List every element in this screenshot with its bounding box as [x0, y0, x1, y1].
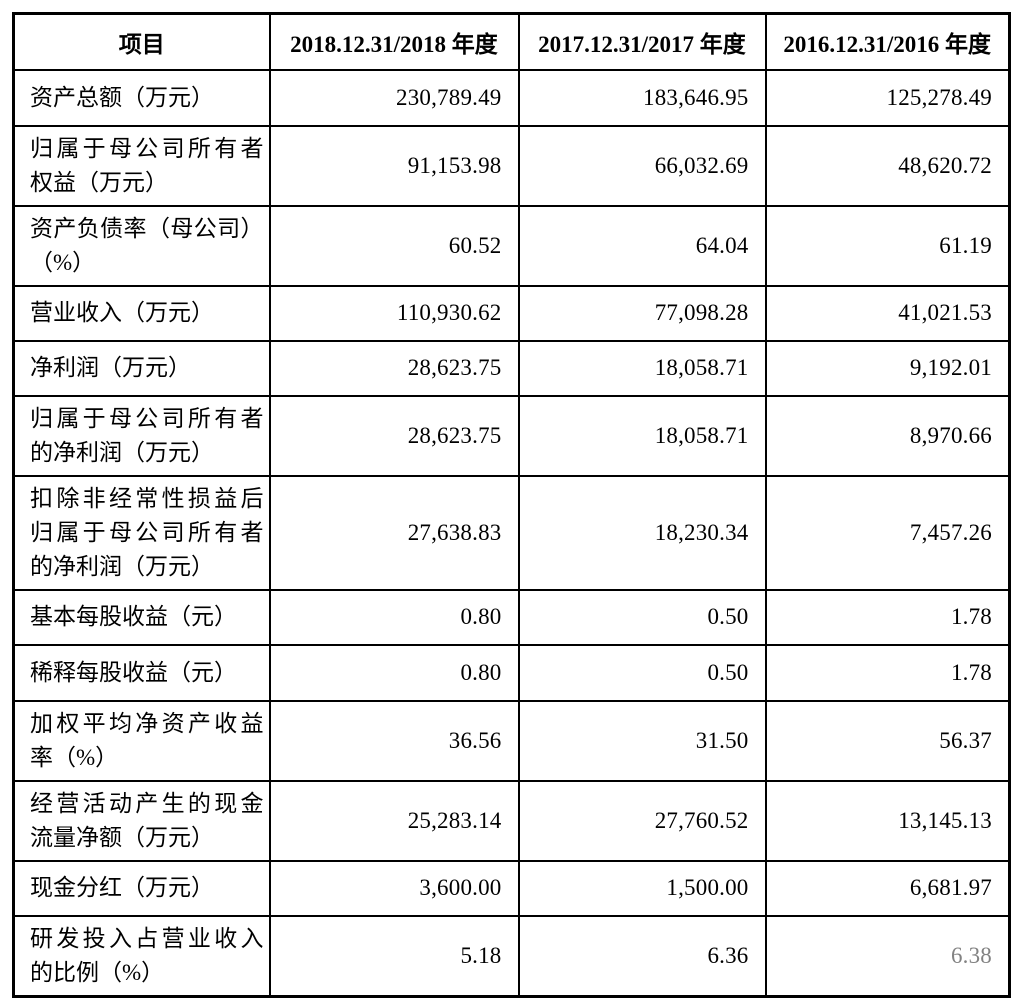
value-cell: 61.19 [764, 204, 1011, 287]
value-cell: 18,058.71 [517, 394, 767, 477]
value-cell: 27,760.52 [517, 779, 767, 862]
row-label-rd-ratio: 研发投入占营业收入 的比例（%） [12, 914, 271, 997]
row-label-debt-ratio: 资产负债率（母公司） （%） [12, 204, 271, 287]
value-cell: 31.50 [517, 699, 767, 782]
value-cell: 27,638.83 [268, 474, 520, 591]
value-cell: 5.18 [268, 914, 520, 997]
table-row: 基本每股收益（元） 0.80 0.50 1.78 [12, 588, 1011, 646]
row-label-total-assets: 资产总额（万元） [12, 68, 271, 127]
column-header-period-2017: 2017.12.31/2017 年度 [517, 12, 767, 71]
row-label-basic-eps: 基本每股收益（元） [12, 588, 271, 646]
value-cell: 25,283.14 [268, 779, 520, 862]
value-cell: 0.80 [268, 588, 520, 646]
row-label-deducted-net-profit: 扣除非经常性损益后 归属于母公司所有者 的净利润（万元） [12, 474, 271, 591]
table-row: 资产总额（万元） 230,789.49 183,646.95 125,278.4… [12, 68, 1011, 127]
value-cell: 1,500.00 [517, 859, 767, 917]
value-cell: 183,646.95 [517, 68, 767, 127]
financial-summary-table: 项目 2018.12.31/2018 年度 2017.12.31/2017 年度… [12, 12, 1011, 998]
value-cell: 3,600.00 [268, 859, 520, 917]
table-row: 净利润（万元） 28,623.75 18,058.71 9,192.01 [12, 339, 1011, 397]
value-cell: 7,457.26 [764, 474, 1011, 591]
column-header-period-2016: 2016.12.31/2016 年度 [764, 12, 1011, 71]
value-cell: 1.78 [764, 588, 1011, 646]
row-label-weighted-avg-roe: 加权平均净资产收益 率（%） [12, 699, 271, 782]
value-cell: 77,098.28 [517, 284, 767, 342]
table-row: 稀释每股收益（元） 0.80 0.50 1.78 [12, 643, 1011, 702]
value-cell-muted: 6.38 [764, 914, 1011, 997]
column-header-item: 项目 [12, 12, 271, 71]
value-cell: 28,623.75 [268, 394, 520, 477]
row-label-parent-equity: 归属于母公司所有者 权益（万元） [12, 124, 271, 207]
table-row: 研发投入占营业收入 的比例（%） 5.18 6.36 6.38 [12, 914, 1011, 997]
table-row: 现金分红（万元） 3,600.00 1,500.00 6,681.97 [12, 859, 1011, 917]
value-cell: 8,970.66 [764, 394, 1011, 477]
value-cell: 125,278.49 [764, 68, 1011, 127]
header-row: 项目 2018.12.31/2018 年度 2017.12.31/2017 年度… [12, 12, 1011, 71]
value-cell: 0.80 [268, 643, 520, 702]
value-cell: 66,032.69 [517, 124, 767, 207]
table-row: 归属于母公司所有者 权益（万元） 91,153.98 66,032.69 48,6… [12, 124, 1011, 207]
table-row: 经营活动产生的现金 流量净额（万元） 25,283.14 27,760.52 13… [12, 779, 1011, 862]
value-cell: 18,230.34 [517, 474, 767, 591]
table-row: 资产负债率（母公司） （%） 60.52 64.04 61.19 [12, 204, 1011, 287]
document-page: 项目 2018.12.31/2018 年度 2017.12.31/2017 年度… [12, 12, 1011, 998]
value-cell: 60.52 [268, 204, 520, 287]
row-label-parent-net-profit: 归属于母公司所有者 的净利润（万元） [12, 394, 271, 477]
value-cell: 6.36 [517, 914, 767, 997]
value-cell: 0.50 [517, 588, 767, 646]
value-cell: 48,620.72 [764, 124, 1011, 207]
row-label-operating-cash-flow: 经营活动产生的现金 流量净额（万元） [12, 779, 271, 862]
value-cell: 18,058.71 [517, 339, 767, 397]
value-cell: 36.56 [268, 699, 520, 782]
table-row: 加权平均净资产收益 率（%） 36.56 31.50 56.37 [12, 699, 1011, 782]
row-label-cash-dividend: 现金分红（万元） [12, 859, 271, 917]
value-cell: 1.78 [764, 643, 1011, 702]
value-cell: 28,623.75 [268, 339, 520, 397]
table-row: 归属于母公司所有者 的净利润（万元） 28,623.75 18,058.71 8,… [12, 394, 1011, 477]
value-cell: 13,145.13 [764, 779, 1011, 862]
value-cell: 6,681.97 [764, 859, 1011, 917]
value-cell: 64.04 [517, 204, 767, 287]
value-cell: 0.50 [517, 643, 767, 702]
column-header-period-2018: 2018.12.31/2018 年度 [268, 12, 520, 71]
row-label-diluted-eps: 稀释每股收益（元） [12, 643, 271, 702]
value-cell: 110,930.62 [268, 284, 520, 342]
table-row: 扣除非经常性损益后 归属于母公司所有者 的净利润（万元） 27,638.83 18,… [12, 474, 1011, 591]
value-cell: 41,021.53 [764, 284, 1011, 342]
value-cell: 230,789.49 [268, 68, 520, 127]
row-label-operating-revenue: 营业收入（万元） [12, 284, 271, 342]
value-cell: 91,153.98 [268, 124, 520, 207]
value-cell: 56.37 [764, 699, 1011, 782]
value-cell: 9,192.01 [764, 339, 1011, 397]
row-label-net-profit: 净利润（万元） [12, 339, 271, 397]
table-row: 营业收入（万元） 110,930.62 77,098.28 41,021.53 [12, 284, 1011, 342]
